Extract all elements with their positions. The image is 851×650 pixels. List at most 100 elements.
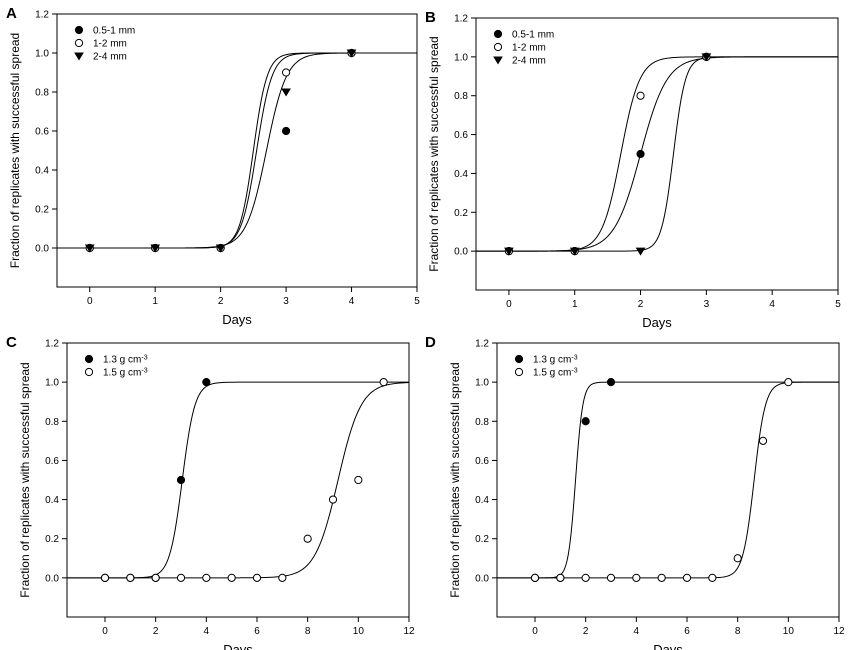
panel-label: D: [425, 334, 436, 351]
y-tick-label: 1.2: [475, 339, 489, 350]
x-axis-label: Days: [222, 312, 252, 327]
fit-curve: [67, 382, 409, 579]
data-point: [176, 573, 186, 582]
x-tick-label: 12: [833, 626, 845, 637]
x-axis-label: Days: [653, 642, 683, 650]
data-point: [303, 534, 312, 543]
y-tick-label: 1.0: [454, 52, 468, 63]
y-axis-label: Fraction of replicates with successful s…: [427, 36, 441, 271]
x-axis-label: Days: [223, 642, 253, 650]
data-point: [281, 126, 291, 136]
y-tick-label: 0.4: [475, 495, 489, 506]
data-point: [632, 573, 641, 582]
fit-curve: [497, 381, 839, 579]
legend-entry: 0.5-1 mm: [93, 26, 135, 37]
x-tick-label: 12: [403, 626, 415, 637]
y-tick-label: 1.0: [45, 378, 59, 389]
fit-curve: [497, 381, 839, 579]
data-point: [569, 247, 580, 256]
plot-frame: [66, 342, 410, 618]
data-point: [635, 247, 646, 256]
legend-entry: 1.5 g cm-3: [533, 367, 578, 379]
y-tick-label: 0.4: [35, 166, 49, 177]
y-tick-label: 1.0: [475, 378, 489, 389]
data-point: [354, 475, 363, 485]
fit-curve: [476, 56, 838, 252]
y-tick-label: 0.6: [475, 456, 489, 467]
legend-marker: [493, 56, 503, 65]
x-tick-label: 1: [152, 296, 158, 307]
y-tick-label: 0.0: [454, 247, 468, 258]
y-tick-label: 1.0: [35, 49, 49, 60]
y-tick-label: 0.0: [45, 573, 59, 584]
y-tick-label: 0.6: [45, 456, 59, 467]
y-tick-label: 0.2: [454, 208, 468, 219]
plot-frame: [56, 13, 418, 288]
fit-curve: [476, 56, 838, 252]
y-tick-label: 0.8: [454, 91, 468, 102]
x-tick-label: 3: [283, 296, 289, 307]
y-tick-label: 1.2: [45, 339, 59, 350]
y-tick-label: 0.2: [475, 534, 489, 545]
x-tick-label: 4: [204, 626, 210, 637]
legend-marker: [74, 38, 84, 48]
fit-curve: [57, 52, 417, 249]
y-axis-label: Fraction of replicates with successful s…: [8, 33, 22, 268]
x-tick-label: 0: [87, 296, 93, 307]
data-point: [657, 573, 666, 582]
x-tick-label: 8: [735, 626, 741, 637]
data-point: [202, 378, 211, 387]
x-tick-label: 4: [349, 296, 355, 307]
data-point: [556, 573, 565, 582]
plot-frame: [475, 17, 839, 291]
x-tick-label: 4: [769, 299, 775, 310]
y-axis-label: Fraction of replicates with successful s…: [18, 362, 32, 597]
data-point: [202, 573, 211, 582]
x-tick-label: 2: [583, 626, 589, 637]
y-tick-label: 0.2: [35, 205, 49, 216]
x-tick-label: 0: [532, 626, 538, 637]
panel-label: A: [6, 5, 17, 22]
data-point: [504, 247, 514, 256]
data-point: [281, 68, 291, 77]
data-point: [701, 53, 712, 62]
data-point: [151, 573, 160, 582]
legend-marker: [84, 367, 94, 377]
x-tick-label: 4: [634, 626, 640, 637]
legend-marker: [493, 29, 503, 39]
x-axis-label: Days: [642, 315, 672, 330]
data-point: [636, 91, 645, 100]
legend-marker: [493, 42, 503, 52]
x-tick-label: 2: [153, 626, 159, 637]
panel-label: C: [6, 334, 17, 351]
data-point: [733, 554, 742, 563]
y-tick-label: 0.4: [45, 495, 59, 506]
panel-D: D 0.0 0.2 0.4 0.6 0.8 1.0 1.2 0 2 4 6 8 10 12 Days Fract…: [425, 334, 845, 650]
data-point: [100, 573, 110, 582]
y-tick-label: 0.6: [454, 130, 468, 141]
data-point: [346, 49, 357, 58]
x-tick-label: 2: [638, 299, 644, 310]
data-point: [784, 378, 793, 387]
legend-entry: 2-4 mm: [93, 52, 127, 63]
legend-entry: 1-2 mm: [93, 39, 127, 50]
x-tick-label: 5: [835, 299, 841, 310]
y-tick-label: 0.0: [475, 573, 489, 584]
data-point: [581, 417, 590, 426]
data-point: [84, 244, 95, 253]
x-tick-label: 0: [102, 626, 108, 637]
data-point: [278, 573, 287, 582]
y-tick-label: 1.2: [454, 14, 468, 25]
panel-label: B: [425, 9, 436, 26]
data-point: [215, 244, 226, 253]
y-tick-label: 0.8: [35, 88, 49, 99]
y-tick-label: 0.4: [454, 169, 468, 180]
legend-entry: 1.3 g cm-3: [103, 354, 148, 366]
data-point: [606, 573, 616, 582]
legend-marker: [514, 367, 524, 377]
panel-B: B 0.0 0.2 0.4 0.6 0.8 1.0 1.2 0 1 2 3 4 5 Days Fraction…: [425, 9, 841, 330]
x-tick-label: 8: [305, 626, 311, 637]
y-tick-label: 0.8: [45, 417, 59, 428]
legend-entry: 1.5 g cm-3: [103, 367, 148, 379]
